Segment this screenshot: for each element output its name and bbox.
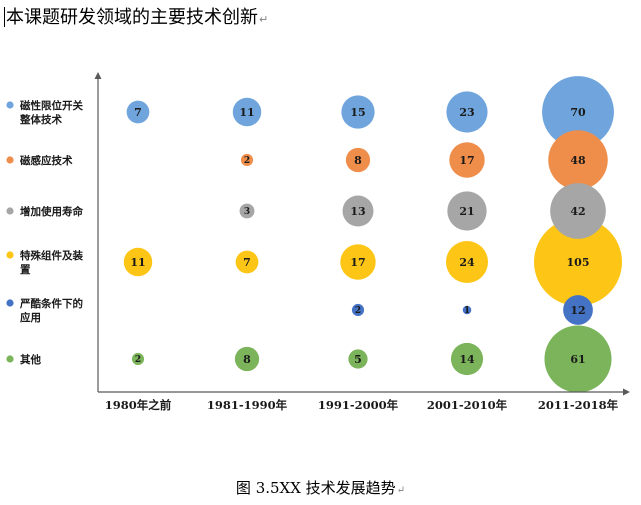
legend-label: 严酷条件下的 [19, 297, 83, 310]
bubble-data-label: 2 [244, 156, 250, 166]
bubble-data-label: 21 [459, 205, 474, 218]
bubble-data-label: 8 [243, 353, 251, 366]
bubble-layer: 1057061484224232117171514131211118877532… [124, 76, 622, 392]
bubble-data-label: 12 [570, 304, 585, 317]
bubble-data-label: 15 [350, 106, 365, 119]
legend-marker [6, 299, 13, 306]
bubble-data-label: 2 [355, 306, 361, 316]
bubble-data-label: 8 [354, 154, 362, 167]
legend-label: 应用 [20, 311, 41, 324]
bubble-data-label: 7 [243, 256, 251, 269]
legend-label: 其他 [20, 353, 41, 366]
x-tick-label: 1981-1990年 [207, 398, 288, 412]
bubble-data-label: 70 [570, 106, 586, 119]
x-tick-label: 1991-2000年 [318, 398, 399, 412]
legend-marker [6, 101, 13, 108]
bubble-data-label: 105 [567, 256, 590, 269]
legend-marker [6, 156, 13, 163]
caption-text: 图 3.5XX 技术发展趋势 [236, 479, 396, 497]
bubble-data-label: 11 [239, 106, 254, 119]
bubble-data-label: 42 [570, 205, 585, 218]
bubble-data-label: 3 [244, 207, 250, 217]
chart-legend: 磁性限位开关整体技术磁感应技术增加使用寿命特殊组件及装置严酷条件下的应用其他 [6, 99, 83, 366]
bubble-data-label: 17 [350, 256, 365, 269]
legend-label: 特殊组件及装 [20, 249, 83, 262]
legend-label: 磁性限位开关 [20, 99, 83, 112]
bubble-data-label: 11 [130, 256, 145, 269]
bubble-data-label: 14 [459, 353, 475, 366]
bubble-data-label: 13 [350, 205, 365, 218]
legend-label: 置 [20, 264, 31, 276]
legend-marker [6, 251, 13, 258]
bubble-data-label: 1 [464, 306, 470, 316]
x-tick-label: 2011-2018年 [538, 398, 619, 412]
x-tick-label: 2001-2010年 [427, 398, 508, 412]
x-axis-ticks: 1980年之前 1981-1990年 1991-2000年 2001-2010年 201… [105, 398, 619, 412]
y-axis-arrow [95, 72, 102, 79]
legend-label: 磁感应技术 [20, 154, 73, 167]
bubble-data-label: 2 [135, 355, 141, 365]
bubble-data-label: 17 [459, 154, 474, 167]
caption-paragraph-mark: ↵ [397, 485, 405, 496]
x-tick-label: 1980年之前 [105, 398, 172, 412]
legend-label: 整体技术 [19, 113, 62, 126]
bubble-chart: 1057061484224232117171514131211118877532… [0, 0, 641, 475]
x-axis-arrow [623, 389, 630, 396]
legend-label: 增加使用寿命 [20, 205, 83, 218]
bubble-data-label: 48 [570, 154, 586, 167]
figure-caption: 图 3.5XX 技术发展趋势↵ [0, 477, 641, 498]
bubble-data-label: 24 [459, 256, 475, 269]
bubble-data-label: 7 [134, 106, 142, 119]
legend-marker [6, 207, 13, 214]
bubble-data-label: 5 [354, 353, 362, 366]
legend-marker [6, 355, 13, 362]
bubble-data-label: 23 [459, 106, 474, 119]
bubble-data-label: 61 [570, 353, 585, 366]
